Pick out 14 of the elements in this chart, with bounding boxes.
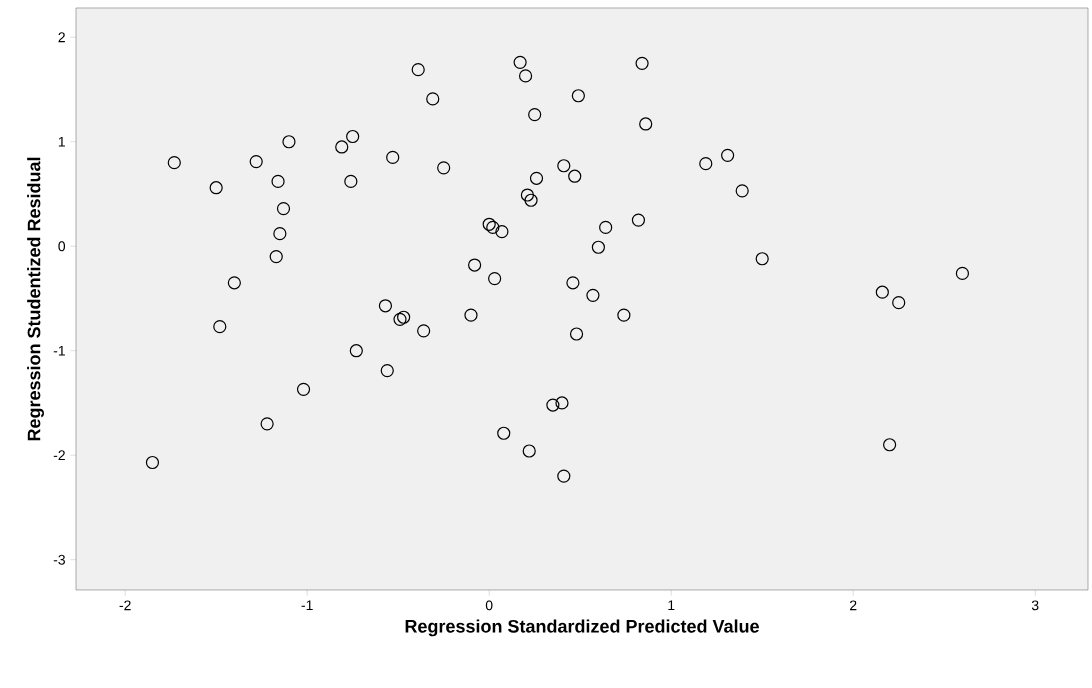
y-tick-label: 1 [58,136,65,147]
x-tick-label: 3 [1031,600,1039,611]
y-tick-label: -3 [53,554,65,565]
y-tick-label: 2 [58,32,65,43]
y-tick-label: -2 [53,450,65,461]
x-axis-title: Regression Standardized Predicted Value [405,619,759,637]
x-tick-label: 0 [485,600,493,611]
x-tick-label: 1 [668,600,675,611]
x-tick-label: 2 [850,600,857,611]
x-tick-label: -2 [119,600,131,611]
y-tick-label: 0 [58,241,66,252]
y-axis-title: Regression Studentized Residual [27,157,44,441]
y-tick-label: -1 [53,345,65,356]
x-tick-label: -1 [301,600,313,611]
